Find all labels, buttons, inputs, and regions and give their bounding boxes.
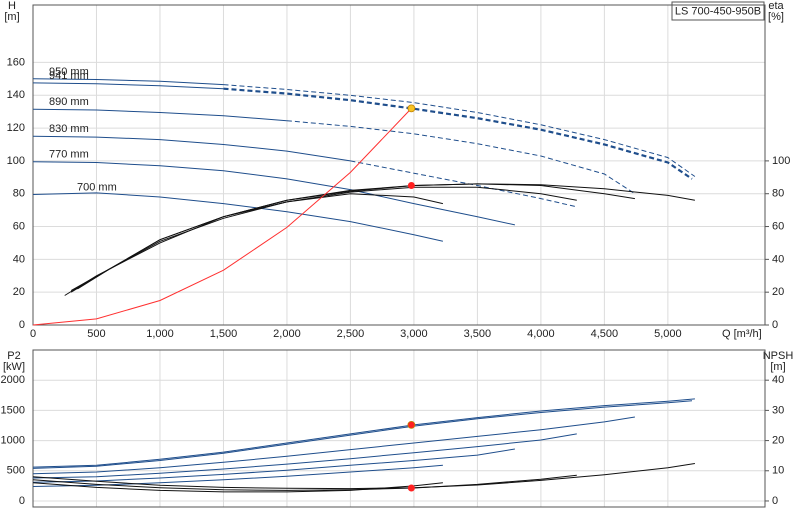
y-tick-label: 2000	[1, 374, 25, 386]
x-tick-label: 3,000	[400, 328, 428, 340]
y-tick-label: 0	[19, 319, 25, 331]
y2-tick-label: 0	[772, 495, 778, 507]
curve	[32, 135, 351, 162]
curve-label: 890 mm	[49, 96, 89, 108]
y2-tick-label: 30	[772, 404, 784, 416]
operating-point	[407, 104, 416, 113]
curve	[32, 161, 516, 226]
y2-tick-label: 10	[772, 465, 784, 477]
curve	[223, 84, 696, 177]
y-tick-label: 120	[7, 122, 25, 134]
y-axis-label: P2	[7, 350, 20, 362]
y2-axis-label: eta	[768, 0, 784, 12]
curve	[32, 463, 695, 490]
plot-frame	[32, 349, 766, 508]
curve-label: 941 mm	[49, 70, 89, 82]
x-tick-label: 2,000	[273, 328, 301, 340]
y-tick-label: 140	[7, 89, 25, 101]
curve	[70, 183, 635, 291]
y2-tick-label: 100	[772, 155, 790, 167]
y-tick-label: 80	[13, 188, 25, 200]
curve-label: 700 mm	[77, 181, 117, 193]
curve-label: 950 mm	[49, 66, 89, 78]
curve	[32, 433, 577, 479]
curve	[32, 400, 693, 469]
y2-tick-label: 40	[772, 374, 784, 386]
y-tick-label: 500	[7, 465, 25, 477]
operating-point	[407, 182, 415, 190]
y2-tick-label: 40	[772, 253, 784, 265]
curve	[32, 482, 443, 493]
x-axis-label: Q [m³/h]	[722, 328, 762, 340]
operating-point	[407, 420, 416, 429]
y2-tick-label: 0	[772, 319, 778, 331]
curve	[350, 160, 577, 208]
y2-axis-unit: [m]	[770, 361, 785, 373]
curve	[70, 186, 577, 293]
curve	[32, 108, 412, 326]
y2-tick-label: 20	[772, 434, 784, 446]
y-tick-label: 160	[7, 56, 25, 68]
y-axis-label: H	[8, 0, 16, 12]
curve	[32, 398, 695, 468]
x-tick-label: 0	[30, 328, 36, 340]
curve	[32, 464, 443, 487]
y2-tick-label: 80	[772, 188, 784, 200]
curve	[32, 78, 224, 86]
y2-tick-label: 60	[772, 220, 784, 232]
curve	[64, 193, 444, 296]
curve-label: 770 mm	[49, 149, 89, 161]
y-axis-unit: [kW]	[3, 361, 25, 373]
plot-frame	[32, 4, 766, 326]
y-tick-label: 60	[13, 220, 25, 232]
curve	[32, 416, 635, 475]
x-tick-label: 1,500	[210, 328, 238, 340]
x-tick-label: 4,500	[591, 328, 619, 340]
x-tick-label: 3,500	[464, 328, 492, 340]
title-box	[671, 1, 765, 21]
y-axis-unit: [m]	[4, 11, 19, 23]
y-tick-label: 100	[7, 155, 25, 167]
y-tick-label: 1500	[1, 404, 25, 416]
x-tick-label: 1,000	[146, 328, 174, 340]
operating-point	[407, 484, 415, 492]
y2-tick-label: 20	[772, 286, 784, 298]
x-tick-label: 500	[87, 328, 105, 340]
curve	[32, 82, 224, 90]
y2-axis-label: NPSH	[763, 350, 794, 362]
y-tick-label: 40	[13, 253, 25, 265]
y-tick-label: 0	[19, 495, 25, 507]
curve	[32, 108, 287, 122]
chart-title: LS 700-450-950B	[675, 5, 761, 17]
curve	[286, 120, 636, 195]
x-tick-label: 5,000	[654, 328, 682, 340]
x-tick-label: 4,000	[527, 328, 555, 340]
curve	[32, 448, 515, 483]
curve	[32, 474, 577, 491]
curve	[32, 192, 444, 242]
x-tick-label: 2,500	[337, 328, 365, 340]
y-tick-label: 20	[13, 286, 25, 298]
curve	[223, 87, 693, 180]
curve-label: 830 mm	[49, 123, 89, 135]
y2-axis-unit: [%]	[768, 11, 784, 23]
y-tick-label: 1000	[1, 434, 25, 446]
